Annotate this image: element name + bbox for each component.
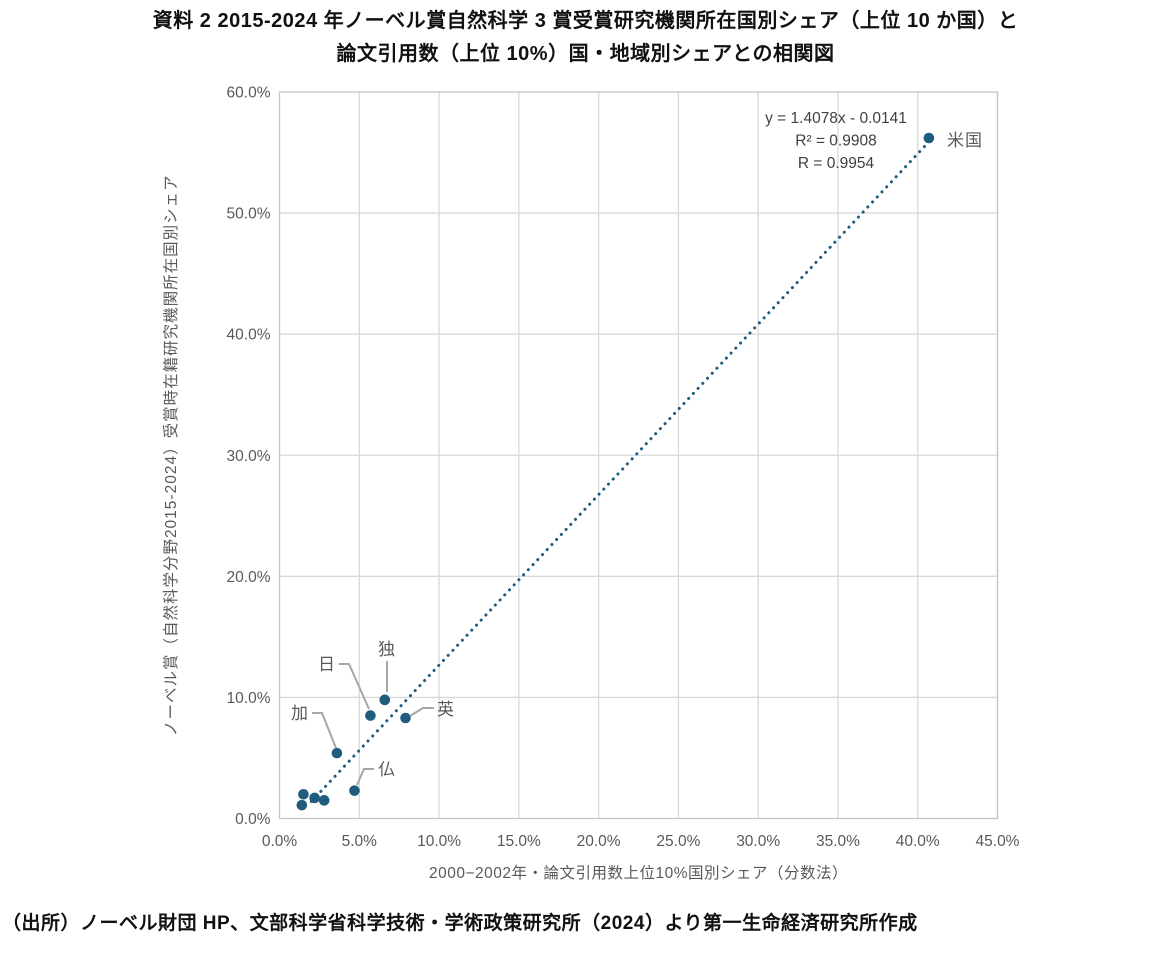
data-point	[298, 788, 309, 800]
leader-line-日	[339, 663, 370, 710]
x-tick-label: 30.0%	[736, 833, 780, 850]
x-tick-label: 5.0%	[342, 833, 378, 850]
data-point-独	[379, 694, 391, 706]
data-point-日	[365, 710, 376, 721]
chart-title-line1: 資料 2 2015-2024 年ノーベル賞自然科学 3 賞受賞研究機関所在国別シ…	[152, 10, 1019, 32]
point-label-仏: 仏	[378, 760, 396, 779]
x-tick-label: 15.0%	[497, 833, 541, 850]
point-label-日: 日	[318, 655, 336, 674]
leader-line-加	[312, 712, 337, 749]
chart-title: 資料 2 2015-2024 年ノーベル賞自然科学 3 賞受賞研究機関所在国別シ…	[0, 5, 1171, 71]
data-point-米国	[923, 132, 935, 144]
y-tick-label: 60.0%	[227, 85, 271, 102]
x-tick-label: 40.0%	[896, 833, 940, 850]
leader-line-仏	[356, 768, 374, 786]
data-point	[296, 799, 308, 811]
trendline-equation-line2: R² = 0.9908	[795, 133, 876, 150]
data-point-仏	[349, 785, 360, 796]
trendline-equation-line1: y = 1.4078x - 0.0141	[765, 110, 907, 127]
data-point	[309, 792, 320, 804]
data-point-英	[400, 712, 411, 724]
x-tick-label: 25.0%	[656, 833, 700, 850]
point-label-加: 加	[291, 704, 309, 723]
y-axis-title: ノーベル賞（自然科学分野2015-2024）受賞時在籍研究機関所在国別シェア	[162, 174, 180, 736]
y-tick-label: 20.0%	[227, 569, 271, 586]
trendline-equation-line3: R = 0.9954	[798, 155, 875, 172]
x-axis-title: 2000−2002年・論文引用数上位10%国別シェア（分数法）	[429, 864, 848, 882]
point-label-米国: 米国	[947, 131, 983, 150]
y-tick-label: 30.0%	[227, 448, 271, 465]
scatter-chart: 0.0% 5.0% 10.0% 15.0% 20.0% 25.0% 30.0% 35.0% 40…	[162, 85, 1020, 883]
y-tick-label: 0.0%	[235, 811, 271, 828]
x-tick-label: 35.0%	[816, 833, 860, 850]
y-tick-label: 50.0%	[227, 206, 271, 223]
y-tick-label: 40.0%	[227, 327, 271, 344]
point-label-独: 独	[378, 640, 396, 659]
x-tick-label: 20.0%	[577, 833, 621, 850]
trendline	[309, 140, 931, 803]
y-tick-label: 10.0%	[227, 690, 271, 707]
source-note: （出所）ノーベル財団 HP、文部科学省科学技術・学術政策研究所（2024）より第…	[2, 913, 918, 934]
x-tick-label: 0.0%	[262, 833, 298, 850]
point-label-英: 英	[437, 700, 455, 719]
leader-line-英	[409, 707, 434, 717]
chart-title-line2: 論文引用数（上位 10%）国・地域別シェアとの相関図	[336, 43, 835, 65]
data-point-加	[331, 747, 343, 759]
data-point	[318, 795, 330, 806]
plot-border	[278, 91, 999, 820]
x-tick-label: 10.0%	[417, 833, 461, 850]
x-tick-label: 45.0%	[976, 833, 1020, 850]
